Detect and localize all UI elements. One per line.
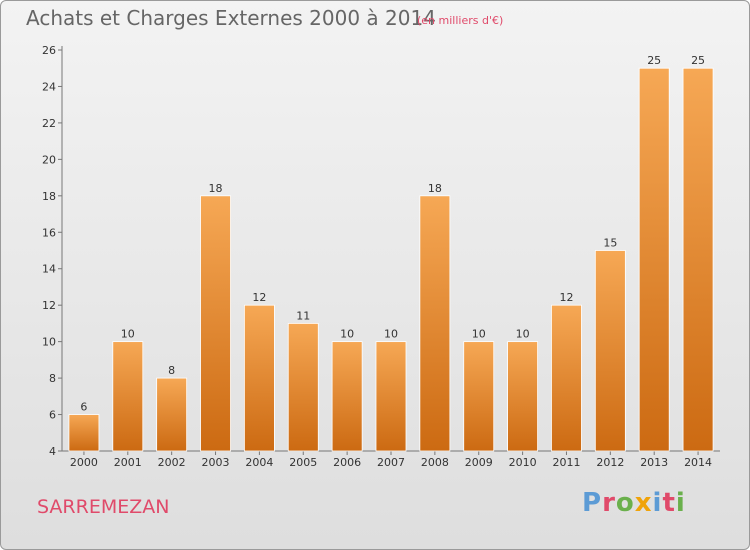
bar-value-label: 6 xyxy=(80,401,87,414)
x-tick-label: 2011 xyxy=(552,456,580,469)
bar-value-label: 8 xyxy=(168,364,175,377)
bar-value-label: 10 xyxy=(384,328,398,341)
brand-letter: P xyxy=(582,488,603,518)
x-tick-label: 2003 xyxy=(202,456,230,469)
bar xyxy=(68,414,100,452)
bar-value-label: 12 xyxy=(252,291,266,304)
y-tick-label: 22 xyxy=(42,117,56,130)
bar-value-label: 10 xyxy=(472,328,486,341)
x-tick-label: 2001 xyxy=(114,456,142,469)
x-tick-label: 2006 xyxy=(333,456,361,469)
bar xyxy=(156,377,188,452)
bar xyxy=(551,304,582,452)
bar xyxy=(112,341,144,452)
bar xyxy=(463,341,495,452)
x-tick-label: 2000 xyxy=(70,456,98,469)
y-tick-label: 8 xyxy=(49,372,56,385)
bar-value-label: 10 xyxy=(340,328,354,341)
x-tick-label: 2007 xyxy=(377,456,405,469)
chart-title: Achats et Charges Externes 2000 à 2014 xyxy=(26,6,436,30)
brand-letter: x xyxy=(634,488,653,518)
bar xyxy=(682,67,714,452)
y-tick-label: 24 xyxy=(42,80,56,93)
x-tick-label: 2008 xyxy=(421,456,449,469)
x-tick-label: 2014 xyxy=(684,456,712,469)
bar xyxy=(507,341,539,452)
y-tick-label: 12 xyxy=(42,299,56,312)
bar-value-label: 10 xyxy=(516,328,530,341)
x-tick-label: 2005 xyxy=(289,456,317,469)
y-tick-label: 18 xyxy=(42,190,56,203)
x-tick-label: 2002 xyxy=(158,456,186,469)
bar xyxy=(594,250,626,452)
y-tick-label: 20 xyxy=(42,153,56,166)
brand-letter: r xyxy=(602,488,616,518)
brand-letter: o xyxy=(615,488,635,518)
brand-letter: i xyxy=(675,488,686,518)
bar-value-label: 25 xyxy=(647,54,661,67)
y-tick-label: 26 xyxy=(42,44,56,57)
bar xyxy=(200,195,231,452)
x-tick-label: 2012 xyxy=(596,456,624,469)
brand-letter: t xyxy=(662,488,676,518)
y-tick-label: 4 xyxy=(49,445,56,458)
bar xyxy=(638,67,670,452)
bar-value-label: 25 xyxy=(691,54,705,67)
bar xyxy=(331,341,363,452)
bar xyxy=(243,304,275,452)
brand-letter: i xyxy=(652,488,663,518)
x-tick-label: 2013 xyxy=(640,456,668,469)
bar-value-label: 15 xyxy=(603,237,617,250)
y-tick-label: 10 xyxy=(42,336,56,349)
bar xyxy=(375,341,407,452)
x-tick-label: 2010 xyxy=(509,456,537,469)
bar-value-label: 18 xyxy=(428,182,442,195)
bar-value-label: 10 xyxy=(121,328,135,341)
bar-value-label: 18 xyxy=(209,182,223,195)
bar xyxy=(287,323,319,452)
commune-name: SARREMEZAN xyxy=(37,496,170,518)
bar xyxy=(419,195,451,452)
bar-value-label: 12 xyxy=(559,291,573,304)
proxiti-logo: Proxiti xyxy=(582,488,686,518)
chart-subtitle: (en milliers d'€) xyxy=(417,14,504,27)
y-tick-label: 6 xyxy=(49,409,56,422)
y-tick-label: 16 xyxy=(42,226,56,239)
y-tick-label: 14 xyxy=(42,263,56,276)
x-tick-label: 2009 xyxy=(465,456,493,469)
bar-value-label: 11 xyxy=(296,309,310,322)
x-tick-label: 2004 xyxy=(245,456,273,469)
